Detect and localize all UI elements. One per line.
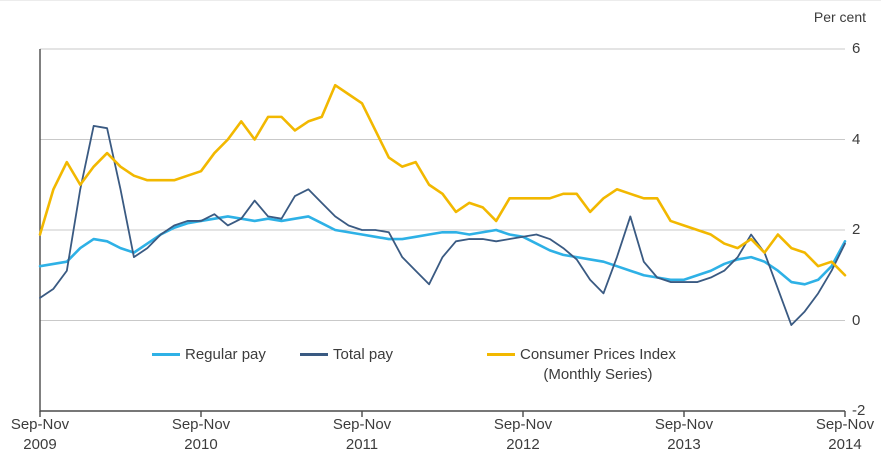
- legend-swatch-total-pay: [300, 353, 328, 356]
- legend-item-regular-pay: Regular pay: [152, 345, 266, 365]
- x-tick-year: 2013: [667, 435, 701, 453]
- x-axis-tick-label: Sep-Nov 2012: [494, 415, 552, 454]
- y-axis-unit-label: Per cent: [813, 9, 866, 25]
- legend-label-line2: (Monthly Series): [543, 365, 653, 383]
- y-axis-tick-label: 2: [852, 221, 861, 238]
- x-tick-period: Sep-Nov: [332, 416, 392, 433]
- legend-label-line1: Regular pay: [185, 346, 266, 363]
- y-axis-tick-label: 6: [852, 40, 861, 57]
- legend-label-line1: Consumer Prices Index: [520, 346, 676, 363]
- y-axis-tick-label: 4: [852, 130, 861, 148]
- x-tick-year: 2014: [828, 435, 862, 453]
- series-line-total-pay: [39, 125, 846, 326]
- x-axis-tick-label: Sep-Nov 2013: [655, 415, 713, 454]
- legend-label-regular-pay: Regular pay: [185, 345, 266, 365]
- x-tick-period: Sep-Nov: [654, 416, 714, 433]
- legend-label-consumer-prices-index: Consumer Prices Index (Monthly Series): [520, 345, 676, 384]
- x-tick-year: 2011: [345, 435, 379, 453]
- x-tick-period: Sep-Nov: [815, 416, 875, 433]
- x-tick-period: Sep-Nov: [10, 416, 70, 433]
- x-axis-tick-label: Sep-Nov 2014: [816, 415, 874, 454]
- y-axis-tick-label: 0: [852, 311, 861, 329]
- x-tick-year: 2012: [506, 435, 540, 453]
- series-line-consumer-prices-index: [38, 83, 847, 277]
- x-tick-year: 2010: [184, 435, 218, 453]
- legend-swatch-regular-pay: [152, 353, 180, 356]
- x-tick-year: 2009: [23, 435, 57, 453]
- y-axis-tick-label: -2: [852, 402, 866, 419]
- legend-item-consumer-prices-index: Consumer Prices Index (Monthly Series): [487, 345, 676, 384]
- legend-swatch-consumer-prices-index: [487, 353, 515, 356]
- x-tick-period: Sep-Nov: [493, 416, 553, 433]
- legend-item-total-pay: Total pay: [300, 345, 393, 365]
- x-axis-tick-label: Sep-Nov 2010: [172, 415, 230, 454]
- x-tick-period: Sep-Nov: [171, 416, 231, 433]
- legend-label-total-pay: Total pay: [333, 345, 393, 365]
- series-line-regular-pay: [38, 215, 847, 286]
- x-axis-tick-label: Sep-Nov 2009: [11, 415, 69, 454]
- x-axis-tick-label: Sep-Nov 2011: [333, 415, 391, 454]
- legend-label-line1: Total pay: [333, 346, 394, 363]
